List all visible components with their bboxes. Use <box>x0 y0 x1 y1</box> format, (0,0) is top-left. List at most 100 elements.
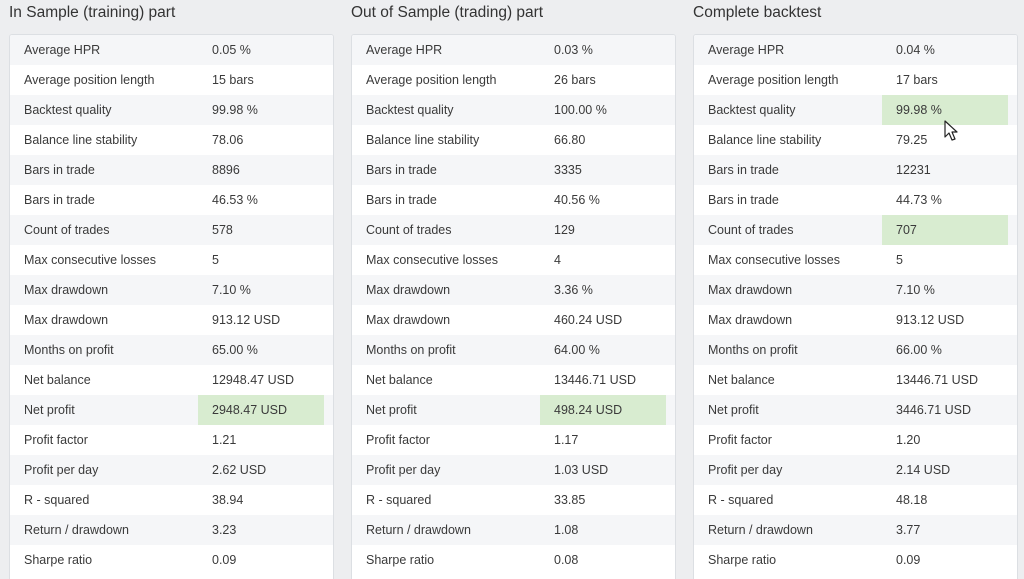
stat-label: Profit factor <box>24 433 88 447</box>
complete-backtest-panel: Complete backtest Average HPR 0.04 % Avera… <box>693 0 1018 579</box>
stat-row[interactable]: Profit factor 1.20 <box>694 425 1017 455</box>
stat-value: 2.62 USD <box>212 463 267 477</box>
stat-row[interactable]: Return / drawdown 3.77 <box>694 515 1017 545</box>
stat-label: Max drawdown <box>24 313 109 327</box>
stat-label: Months on profit <box>366 343 456 357</box>
stat-row[interactable]: Balance line stability 66.80 <box>352 125 675 155</box>
stat-row[interactable]: Bars in trade 46.53 % <box>10 185 333 215</box>
in-sample-stats-table: Average HPR 0.05 % Average position length… <box>9 34 334 579</box>
stat-row[interactable]: Backtest quality 99.98 % <box>10 95 333 125</box>
stat-row[interactable]: R - squared 48.18 <box>694 485 1017 515</box>
stat-row[interactable]: Net balance 12948.47 USD <box>10 365 333 395</box>
stat-row[interactable]: Average HPR 0.05 % <box>10 35 333 65</box>
stat-row[interactable]: Return / drawdown 1.08 <box>352 515 675 545</box>
stat-row[interactable]: Bars in trade 44.73 % <box>694 185 1017 215</box>
stat-label: R - squared <box>24 493 90 507</box>
stat-row[interactable]: Max drawdown 7.10 % <box>10 275 333 305</box>
stat-label: Average HPR <box>24 43 101 57</box>
stat-row[interactable]: Bars in trade 8896 <box>10 155 333 185</box>
stat-label: Average HPR <box>708 43 785 57</box>
stat-value: 38.94 <box>212 493 244 507</box>
stat-row[interactable]: Net balance 13446.71 USD <box>352 365 675 395</box>
stat-value: 44.73 % <box>896 193 942 207</box>
stat-value-highlighted: 498.24 USD <box>540 395 666 425</box>
stat-value: 13446.71 USD <box>554 373 637 387</box>
stat-label: Balance line stability <box>366 133 480 147</box>
stat-row[interactable]: Count of trades 578 <box>10 215 333 245</box>
stat-row[interactable]: Max drawdown 460.24 USD <box>352 305 675 335</box>
stat-value: 79.25 <box>896 133 928 147</box>
stat-row[interactable]: Backtest quality 100.00 % <box>352 95 675 125</box>
stat-value: 12231 <box>896 163 931 177</box>
stat-row[interactable]: Max drawdown 913.12 USD <box>10 305 333 335</box>
stat-value: 26 bars <box>554 73 596 87</box>
stat-value: 0.05 % <box>212 43 251 57</box>
stat-row[interactable]: Average HPR 0.04 % <box>694 35 1017 65</box>
stat-row[interactable]: Average position length 15 bars <box>10 65 333 95</box>
stat-label: Bars in trade <box>24 163 95 177</box>
stat-label: Backtest quality <box>24 103 112 117</box>
stat-label: Bars in trade <box>708 163 779 177</box>
stat-row[interactable]: Profit factor 1.17 <box>352 425 675 455</box>
stat-label: Return / drawdown <box>708 523 813 537</box>
stat-value: 100.00 % <box>554 103 607 117</box>
stat-row[interactable]: Months on profit 64.00 % <box>352 335 675 365</box>
stat-label: Net profit <box>24 403 75 417</box>
stat-label: Backtest quality <box>366 103 454 117</box>
stat-row[interactable]: Backtest quality 99.98 % <box>694 95 1017 125</box>
stat-row[interactable]: Bars in trade 3335 <box>352 155 675 185</box>
stat-label: Net profit <box>708 403 759 417</box>
stat-label: R - squared <box>708 493 774 507</box>
stat-value: 78.06 <box>212 133 244 147</box>
stat-value: 12948.47 USD <box>212 373 295 387</box>
stat-row[interactable]: Profit per day 2.62 USD <box>10 455 333 485</box>
stat-value: 7.10 % <box>212 283 251 297</box>
stat-row[interactable]: Max consecutive losses 5 <box>694 245 1017 275</box>
stat-row[interactable]: Bars in trade 40.56 % <box>352 185 675 215</box>
stat-value: 578 <box>212 223 233 237</box>
stat-row[interactable]: Average position length 26 bars <box>352 65 675 95</box>
stat-value: 3335 <box>554 163 582 177</box>
stat-row[interactable]: Profit factor 1.21 <box>10 425 333 455</box>
stat-row[interactable]: Net balance 13446.71 USD <box>694 365 1017 395</box>
stat-row[interactable]: Balance line stability 78.06 <box>10 125 333 155</box>
stat-row[interactable]: R - squared 33.85 <box>352 485 675 515</box>
stat-row[interactable]: Profit per day 1.03 USD <box>352 455 675 485</box>
stat-row[interactable]: Months on profit 66.00 % <box>694 335 1017 365</box>
stat-value: 913.12 USD <box>896 313 965 327</box>
stat-row[interactable]: Sharpe ratio 0.08 <box>352 545 675 575</box>
stat-row[interactable]: Net profit 498.24 USD <box>352 395 675 425</box>
out-of-sample-title: Out of Sample (trading) part <box>351 4 544 21</box>
stat-row[interactable]: Count of trades 129 <box>352 215 675 245</box>
stat-value: 913.12 USD <box>212 313 281 327</box>
stat-row[interactable]: Count of trades 707 <box>694 215 1017 245</box>
stat-row[interactable]: Months on profit 65.00 % <box>10 335 333 365</box>
stat-row[interactable]: Bars in trade 12231 <box>694 155 1017 185</box>
stat-value: 1.20 <box>896 433 921 447</box>
stat-value: 3.77 <box>896 523 921 537</box>
stat-row[interactable]: Sharpe ratio 0.09 <box>694 545 1017 575</box>
in-sample-panel: In Sample (training) part Average HPR 0.0… <box>9 0 334 579</box>
stat-row[interactable]: Sharpe ratio 0.09 <box>10 545 333 575</box>
stat-row[interactable]: Profit per day 2.14 USD <box>694 455 1017 485</box>
stat-row[interactable]: Average HPR 0.03 % <box>352 35 675 65</box>
stat-row[interactable]: Max consecutive losses 5 <box>10 245 333 275</box>
stat-label: Bars in trade <box>708 193 779 207</box>
stat-row[interactable]: Max consecutive losses 4 <box>352 245 675 275</box>
stat-row[interactable]: Average position length 17 bars <box>694 65 1017 95</box>
stat-value: 5 <box>896 253 903 267</box>
stat-row[interactable]: Balance line stability 79.25 <box>694 125 1017 155</box>
stat-value: 65.00 % <box>212 343 258 357</box>
stat-row[interactable]: Max drawdown 3.36 % <box>352 275 675 305</box>
stat-row[interactable]: Net profit 2948.47 USD <box>10 395 333 425</box>
stat-row[interactable]: Max drawdown 7.10 % <box>694 275 1017 305</box>
stat-value: 4 <box>554 253 561 267</box>
stat-row[interactable]: Net profit 3446.71 USD <box>694 395 1017 425</box>
stat-row[interactable]: R - squared 38.94 <box>10 485 333 515</box>
stat-label: Net balance <box>366 373 433 387</box>
stat-row[interactable]: Max drawdown 913.12 USD <box>694 305 1017 335</box>
stat-value: 7.10 % <box>896 283 935 297</box>
stat-row[interactable]: Return / drawdown 3.23 <box>10 515 333 545</box>
stat-label: Max drawdown <box>366 313 451 327</box>
